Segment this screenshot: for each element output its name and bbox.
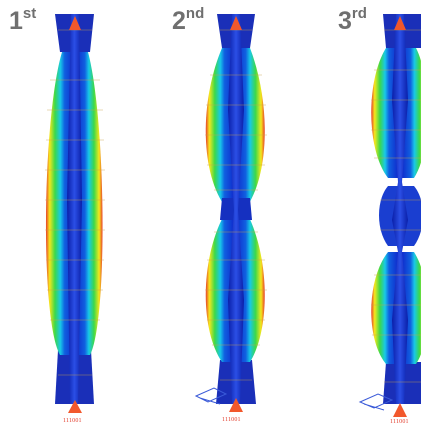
mode-1-node-label: 111001 [63, 418, 82, 424]
mode-2-upper-left-bulge [205, 48, 236, 205]
mode-1-right-bulge [74, 52, 103, 355]
mode-3-column [358, 14, 421, 417]
mode-1-suffix: st [22, 5, 37, 22]
mode-3-base-plate [358, 393, 394, 411]
mode-3-wave-1-left-bulge [371, 48, 400, 178]
mode-2-label: 2nd [172, 5, 205, 36]
mode-3-web [392, 14, 408, 404]
mode-2-node-label: 111001 [222, 417, 241, 423]
mode-2-number: 2 [172, 7, 186, 35]
mode-2-lower-left-bulge [205, 215, 236, 362]
mode-3-node-label: 111001 [390, 419, 409, 425]
mode-2-web [228, 14, 244, 404]
mode-3-bottom-support-marker [393, 403, 407, 417]
mode-1-web [67, 14, 82, 404]
mode-3-suffix: rd [351, 5, 367, 22]
mode-3-number: 3 [338, 7, 352, 35]
mode-2-column [194, 14, 267, 412]
mode-1-label: 1st [9, 5, 37, 36]
mode-3-label: 3rd [338, 5, 367, 36]
mode-2-suffix: nd [185, 5, 205, 22]
mode-3-top-support-marker [394, 16, 406, 30]
mode-2-top-support-marker [230, 16, 242, 30]
mode-1-number: 1 [9, 7, 23, 35]
mode-2-base-plate [194, 387, 228, 405]
mode-1-bottom-support-marker [68, 400, 82, 413]
mode-1-top-support-marker [69, 16, 81, 30]
mode-1-column [45, 14, 105, 413]
mode-2-bottom-support-marker [229, 398, 243, 412]
